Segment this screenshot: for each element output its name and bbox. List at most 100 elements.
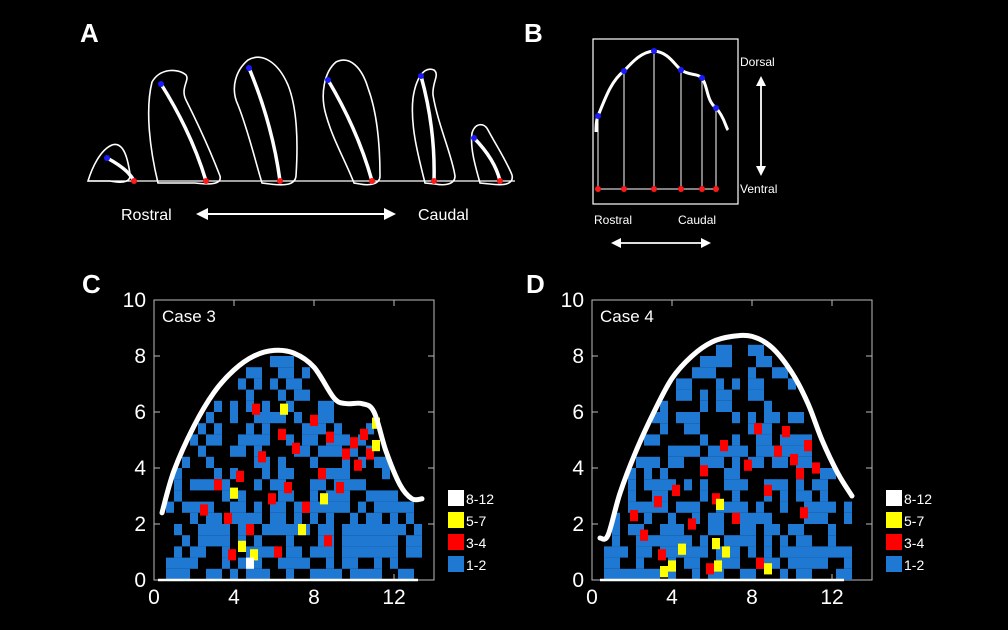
cell-1-2 [628, 468, 636, 480]
cell-1-2 [644, 546, 652, 558]
panel-c: C 0 2 4 6 8 10 0 4 8 12 Case 3 8-12 5-7 3-4 1-2 [82, 269, 494, 609]
cell-1-2 [190, 501, 198, 513]
cell-1-2 [350, 479, 358, 491]
cell-1-2 [278, 501, 286, 513]
cell-1-2 [756, 512, 764, 524]
cell-1-2 [660, 479, 668, 491]
cell-3-4 [732, 512, 740, 524]
cell-1-2 [612, 568, 620, 580]
cell-1-2 [828, 535, 836, 547]
double-headed-arrow-icon [196, 208, 208, 220]
ventral-label: Ventral [740, 182, 777, 196]
cell-1-2 [174, 557, 182, 569]
cell-1-2 [206, 434, 214, 446]
cell-1-2 [358, 524, 366, 536]
y-tick-label: 0 [572, 569, 584, 592]
cell-3-4 [804, 440, 812, 452]
section-midline-2 [159, 83, 208, 182]
cell-1-2 [700, 535, 708, 547]
ventral-marker [203, 178, 209, 184]
cell-1-2 [764, 524, 772, 536]
cell-1-2 [398, 568, 406, 580]
cell-1-2 [716, 546, 724, 558]
cell-1-2 [214, 512, 222, 524]
cell-1-2 [174, 568, 182, 580]
cell-1-2 [716, 378, 724, 390]
cell-1-2 [764, 412, 772, 424]
cell-1-2 [692, 501, 700, 513]
cell-1-2 [628, 524, 636, 536]
arrow-head-right-icon [384, 208, 396, 220]
cell-1-2 [748, 344, 756, 356]
dorsal-marker [158, 81, 164, 87]
cell-1-2 [318, 423, 326, 435]
legend: 8-12 5-7 3-4 1-2 [448, 490, 494, 573]
cell-1-2 [198, 535, 206, 547]
cell-1-2 [222, 524, 230, 536]
section-outline-4 [322, 59, 381, 186]
cell-1-2 [190, 546, 198, 558]
cell-1-2 [246, 568, 254, 580]
cell-1-2 [254, 557, 262, 569]
cell-3-4 [672, 484, 680, 496]
cell-1-2 [700, 490, 708, 502]
cell-1-2 [238, 445, 246, 457]
cell-1-2 [382, 490, 390, 502]
cell-1-2 [796, 535, 804, 547]
cell-5-7 [238, 540, 246, 552]
cell-3-4 [258, 451, 266, 463]
cell-1-2 [716, 512, 724, 524]
cell-1-2 [716, 568, 724, 580]
cell-1-2 [374, 524, 382, 536]
cell-1-2 [644, 535, 652, 547]
cell-1-2 [238, 524, 246, 536]
cell-3-4 [744, 459, 752, 471]
cell-1-2 [724, 535, 732, 547]
cell-1-2 [716, 456, 724, 468]
cell-1-2 [198, 524, 206, 536]
cell-1-2 [668, 524, 676, 536]
cell-1-2 [310, 501, 318, 513]
cell-1-2 [812, 501, 820, 513]
cell-5-7 [714, 560, 722, 572]
cell-1-2 [820, 546, 828, 558]
cell-1-2 [668, 546, 676, 558]
cell-1-2 [684, 535, 692, 547]
cell-1-2 [350, 535, 358, 547]
ventral-marker [277, 178, 283, 184]
arrow-head-down-icon [756, 166, 766, 176]
cell-1-2 [636, 501, 644, 513]
cell-1-2 [254, 568, 262, 580]
cell-1-2 [716, 344, 724, 356]
cell-1-2 [206, 512, 214, 524]
cell-1-2 [294, 501, 302, 513]
cell-1-2 [748, 389, 756, 401]
cell-3-4 [366, 448, 374, 460]
cell-1-2 [796, 546, 804, 558]
cell-1-2 [214, 400, 222, 412]
cell-1-2 [692, 568, 700, 580]
dorsal-outline-curve [597, 332, 855, 542]
cell-1-2 [262, 423, 270, 435]
cell-1-2 [652, 535, 660, 547]
cell-1-2 [310, 512, 318, 524]
cell-3-4 [284, 482, 292, 494]
cell-1-2 [374, 501, 382, 513]
cell-1-2 [262, 434, 270, 446]
ventral-marker [621, 186, 627, 192]
cell-1-2 [660, 501, 668, 513]
legend-label: 3-4 [904, 535, 924, 551]
cell-1-2 [636, 568, 644, 580]
dorsal-marker [651, 48, 657, 54]
cell-1-2 [684, 546, 692, 558]
cell-1-2 [844, 546, 852, 558]
cell-1-2 [286, 557, 294, 569]
cell-1-2 [756, 501, 764, 513]
cell-1-2 [286, 400, 294, 412]
cell-1-2 [780, 445, 788, 457]
cell-1-2 [166, 568, 174, 580]
cell-1-2 [772, 479, 780, 491]
cell-1-2 [270, 501, 278, 513]
cell-1-2 [684, 378, 692, 390]
